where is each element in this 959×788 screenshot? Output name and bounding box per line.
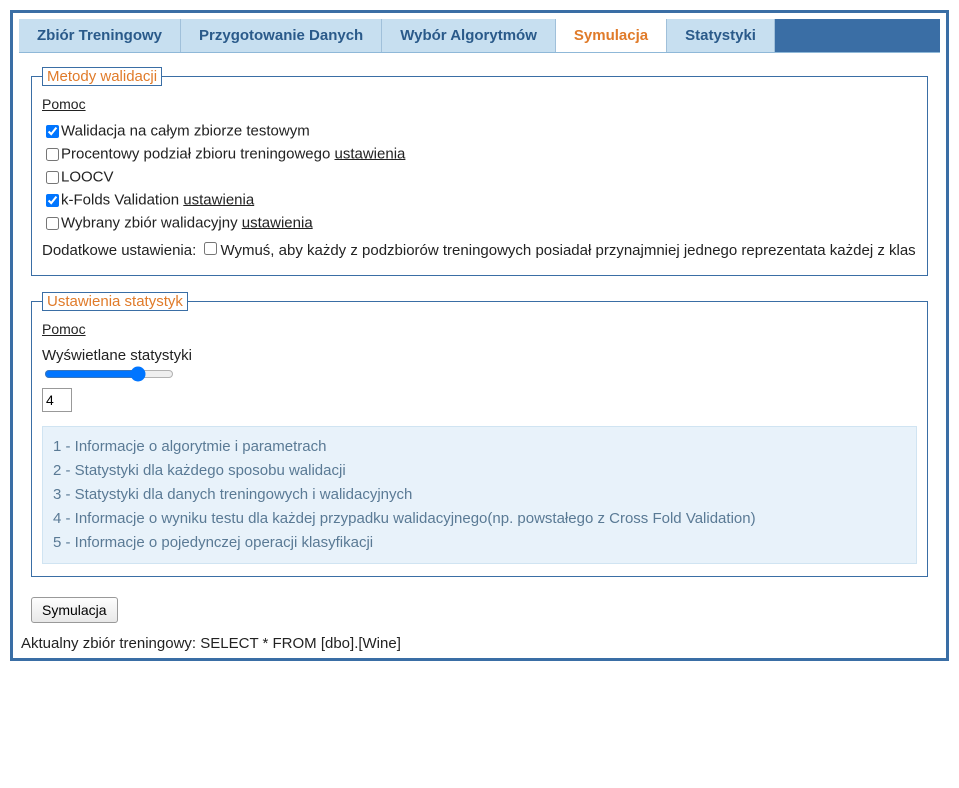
- stats-fieldset: Ustawienia statystyk Pomoc Wyświetlane s…: [31, 292, 928, 577]
- validation-option-label: k-Folds Validation: [61, 191, 179, 208]
- additional-prefix: Dodatkowe ustawienia:: [42, 242, 200, 259]
- stats-info-line: 1 - Informacje o algorytmie i parametrac…: [53, 435, 906, 459]
- stats-legend: Ustawienia statystyk: [42, 292, 188, 311]
- tab-0[interactable]: Zbiór Treningowy: [19, 19, 181, 52]
- additional-settings-row: Dodatkowe ustawienia: Wymuś, aby każdy z…: [42, 239, 917, 263]
- stats-slider[interactable]: [44, 366, 174, 382]
- status-bar: Aktualny zbiór treningowy: SELECT * FROM…: [19, 631, 940, 652]
- validation-option-row: Walidacja na całym zbiorze testowym: [42, 122, 917, 141]
- validation-fieldset: Metody walidacji Pomoc Walidacja na cały…: [31, 67, 928, 276]
- simulate-button[interactable]: Symulacja: [31, 597, 118, 623]
- main-panel: Zbiór TreningowyPrzygotowanie DanychWybó…: [10, 10, 949, 661]
- validation-option-row: Wybrany zbiór walidacyjny ustawienia: [42, 214, 917, 233]
- tab-3[interactable]: Symulacja: [556, 19, 667, 52]
- stats-help-link[interactable]: Pomoc: [42, 321, 86, 337]
- validation-option-label: Procentowy podział zbioru treningowego: [61, 145, 330, 162]
- tab-1[interactable]: Przygotowanie Danych: [181, 19, 382, 52]
- stats-info-line: 2 - Statystyki dla każdego sposobu walid…: [53, 459, 906, 483]
- validation-option-label: LOOCV: [61, 168, 114, 185]
- slider-label: Wyświetlane statystyki: [42, 347, 917, 364]
- tab-content: Metody walidacji Pomoc Walidacja na cały…: [19, 53, 940, 631]
- stats-info-line: 3 - Statystyki dla danych treningowych i…: [53, 483, 906, 507]
- validation-checkbox-2[interactable]: [46, 171, 59, 184]
- validation-checkbox-3[interactable]: [46, 194, 59, 207]
- validation-checkbox-0[interactable]: [46, 125, 59, 138]
- validation-option-label: Wybrany zbiór walidacyjny: [61, 214, 238, 231]
- tab-4[interactable]: Statystyki: [667, 19, 775, 52]
- additional-checkbox[interactable]: [204, 242, 217, 255]
- validation-legend: Metody walidacji: [42, 67, 162, 86]
- validation-settings-link[interactable]: ustawienia: [335, 145, 406, 162]
- validation-checkbox-1[interactable]: [46, 148, 59, 161]
- validation-option-row: k-Folds Validation ustawienia: [42, 191, 917, 210]
- tab-row: Zbiór TreningowyPrzygotowanie DanychWybó…: [19, 19, 940, 53]
- validation-checkbox-4[interactable]: [46, 217, 59, 230]
- validation-option-row: Procentowy podział zbioru treningowego u…: [42, 145, 917, 164]
- validation-option-row: LOOCV: [42, 168, 917, 187]
- tab-filler: [775, 19, 940, 52]
- validation-help-link[interactable]: Pomoc: [42, 96, 86, 112]
- tab-2[interactable]: Wybór Algorytmów: [382, 19, 556, 52]
- validation-settings-link[interactable]: ustawienia: [183, 191, 254, 208]
- stats-info-line: 5 - Informacje o pojedynczej operacji kl…: [53, 531, 906, 555]
- validation-settings-link[interactable]: ustawienia: [242, 214, 313, 231]
- stats-info-box: 1 - Informacje o algorytmie i parametrac…: [42, 426, 917, 564]
- additional-text: Wymuś, aby każdy z podzbiorów treningowy…: [220, 242, 915, 259]
- slider-value-input[interactable]: [42, 388, 72, 412]
- validation-option-label: Walidacja na całym zbiorze testowym: [61, 122, 310, 139]
- stats-info-line: 4 - Informacje o wyniku testu dla każdej…: [53, 507, 906, 531]
